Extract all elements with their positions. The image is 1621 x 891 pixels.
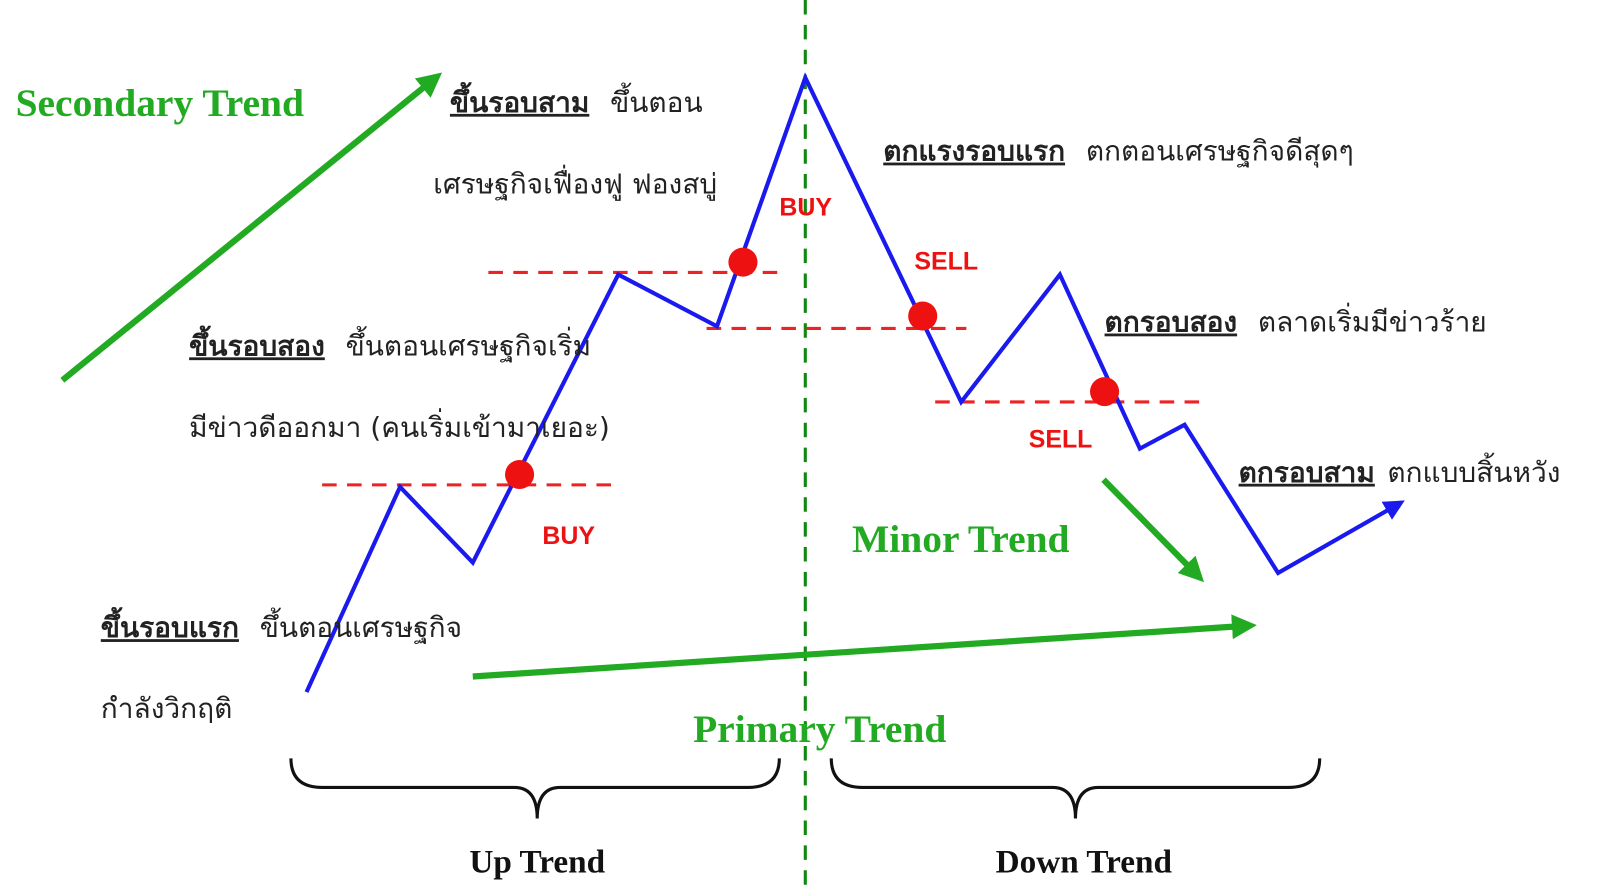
trend-label: Minor Trend <box>852 517 1070 561</box>
phase-label: Up Trend <box>469 843 605 880</box>
signal: BUY <box>779 194 832 222</box>
trend-label: Primary Trend <box>693 707 946 751</box>
signal: BUY <box>542 522 595 550</box>
stage: ตกรอบสอง ตลาดเริ่มมีข่าวร้าย <box>1105 303 1487 339</box>
stage: ขึ้นรอบสอง ขึ้นตอนเศรษฐกิจเริ่ม <box>189 324 591 362</box>
signal-dots <box>505 247 1120 490</box>
trend-arrows <box>60 72 1257 680</box>
stage-text: เศรษฐกิจเฟื่องฟู ฟองสบู่ <box>433 165 717 202</box>
price-line <box>304 72 1405 693</box>
phase-label: Down Trend <box>996 843 1173 880</box>
stage: ขึ้นรอบแรก ขึ้นตอนเศรษฐกิจ <box>101 606 462 644</box>
trend-label: Secondary Trend <box>16 81 304 125</box>
stage: ตกแรงรอบแรก ตกตอนเศรษฐกิจดีสุดๆ <box>883 135 1353 169</box>
levels <box>322 270 1201 487</box>
stage-text: กำลังวิกฤติ <box>101 692 233 725</box>
stage-text: มีข่าวดีออกมา (คนเริ่มเข้ามาเยอะ) <box>189 408 610 444</box>
signal: SELL <box>1029 426 1093 454</box>
stage: ขึ้นรอบสาม ขึ้นตอน <box>450 81 703 119</box>
braces <box>289 758 1322 819</box>
stage: ตกรอบสาม ตกแบบสิ้นหวัง <box>1239 452 1561 489</box>
signal: SELL <box>914 247 978 275</box>
